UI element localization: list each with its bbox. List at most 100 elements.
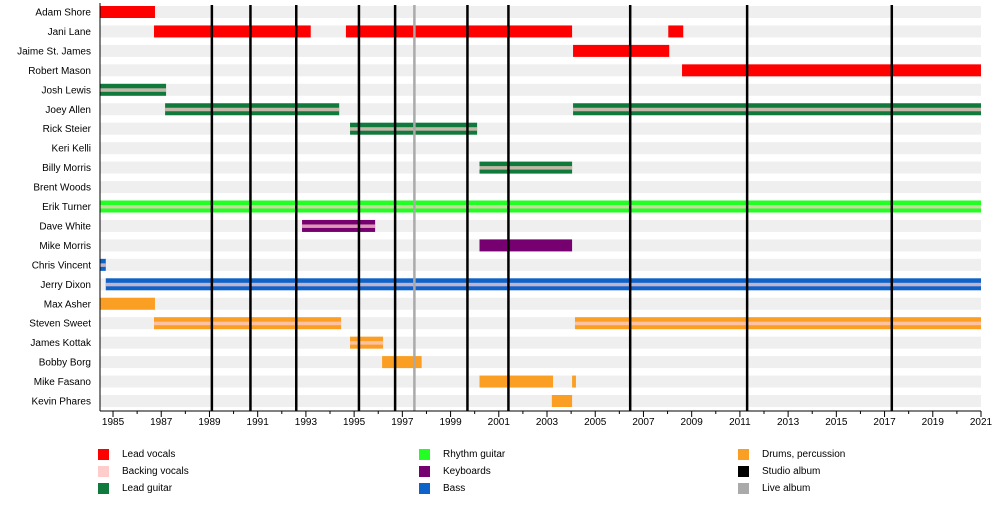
member-name: Steven Sweet xyxy=(29,319,91,330)
row-background xyxy=(100,122,981,135)
bar-drums xyxy=(100,297,155,310)
legend-swatch xyxy=(738,449,749,460)
x-tick-label: 2003 xyxy=(536,417,559,428)
bar-backing-vocals xyxy=(573,107,981,112)
x-tick-label: 1987 xyxy=(150,417,173,428)
legend-item-drums: Drums, percussion xyxy=(738,449,845,460)
bar-backing-vocals xyxy=(100,263,106,267)
member-name: Rick Steier xyxy=(43,124,92,135)
member-name: Billy Morris xyxy=(42,163,91,174)
bar-backing-vocals xyxy=(100,205,981,209)
member-name: Joey Allen xyxy=(45,105,91,116)
x-tick-label: 2001 xyxy=(488,417,511,428)
legend-label: Bass xyxy=(443,483,466,494)
legend-item-studio-album: Studio album xyxy=(738,466,820,477)
x-tick-label: 2019 xyxy=(922,417,945,428)
legend-swatch xyxy=(738,483,749,494)
bar-lead-vocals xyxy=(154,25,311,38)
bar-backing-vocals xyxy=(100,88,167,92)
legend-label: Lead guitar xyxy=(122,483,173,494)
legend-label: Studio album xyxy=(762,466,821,477)
bar-lead-vocals xyxy=(682,64,981,77)
timeline-plot: Adam Shore Jani Lane Jaime St. James Robert… xyxy=(17,3,993,428)
x-tick-label: 1995 xyxy=(343,417,366,428)
row-background xyxy=(100,83,981,96)
bar-backing-vocals xyxy=(154,321,342,326)
row-background xyxy=(100,297,981,310)
member-name: Max Asher xyxy=(44,299,92,310)
x-tick-label: 1999 xyxy=(439,417,462,428)
row-background xyxy=(100,6,981,18)
member-name: Josh Lewis xyxy=(42,85,91,96)
member-name: Kevin Phares xyxy=(32,397,91,408)
legend-swatch xyxy=(738,466,749,477)
x-tick-label: 1985 xyxy=(102,417,125,428)
x-tick-label: 2007 xyxy=(632,417,655,428)
member-name: Mike Fasano xyxy=(34,377,92,388)
bar-backing-vocals xyxy=(574,321,981,326)
x-tick-label: 1993 xyxy=(295,417,318,428)
legend-item-live-album: Live album xyxy=(738,483,810,494)
member-name: Robert Mason xyxy=(28,66,91,77)
member-name: Jerry Dixon xyxy=(40,280,91,291)
member-name: Adam Shore xyxy=(35,8,91,19)
legend-swatch xyxy=(419,466,430,477)
bar-backing-vocals xyxy=(165,107,340,112)
row-background xyxy=(100,219,981,232)
bar-drums xyxy=(479,375,554,388)
legend-swatch xyxy=(98,466,109,477)
bar-backing-vocals xyxy=(302,224,376,228)
x-tick-label: 2013 xyxy=(777,417,800,428)
x-tick-label: 1991 xyxy=(247,417,270,428)
bar-backing-vocals xyxy=(105,282,981,287)
x-tick-label: 2017 xyxy=(873,417,896,428)
bar-backing-vocals xyxy=(350,341,384,345)
legend-item-rhythm-guitar: Rhythm guitar xyxy=(419,449,505,460)
row-background xyxy=(100,356,981,369)
member-name: Mike Morris xyxy=(39,241,91,252)
legend-swatch xyxy=(419,483,430,494)
bar-keyboards xyxy=(479,239,573,252)
legend-label: Keyboards xyxy=(443,466,491,477)
bar-drums xyxy=(572,375,576,388)
row-background xyxy=(100,181,981,194)
member-name: Jani Lane xyxy=(48,27,92,38)
bar-lead-vocals xyxy=(573,44,670,57)
legend-swatch xyxy=(419,449,430,460)
x-tick-label: 2005 xyxy=(584,417,607,428)
legend-swatch xyxy=(98,483,109,494)
row-background xyxy=(100,44,981,57)
legend-item-bass: Bass xyxy=(419,483,465,494)
member-name: Brent Woods xyxy=(33,183,91,194)
member-name: Jaime St. James xyxy=(17,46,91,57)
member-name: Keri Kelli xyxy=(52,144,91,155)
bar-lead-vocals xyxy=(668,25,684,38)
member-name: Erik Turner xyxy=(42,202,92,213)
member-name: Bobby Borg xyxy=(39,358,91,369)
x-tick-label: 2011 xyxy=(729,417,751,428)
legend-label: Drums, percussion xyxy=(762,449,846,460)
x-tick-label: 2015 xyxy=(825,417,848,428)
row-background xyxy=(100,336,981,349)
legend-label: Rhythm guitar xyxy=(443,449,506,460)
x-tick-label: 1997 xyxy=(391,417,414,428)
legend-item-keyboards: Keyboards xyxy=(419,466,491,477)
x-tick-label: 2021 xyxy=(970,417,993,428)
row-background xyxy=(100,258,981,271)
member-name: Dave White xyxy=(39,221,91,232)
legend-item-lead-guitar: Lead guitar xyxy=(98,483,172,494)
legend-item-backing-vocals: Backing vocals xyxy=(98,466,189,477)
bar-lead-vocals xyxy=(345,25,573,38)
legend-item-lead-vocals: Lead vocals xyxy=(98,449,175,460)
bar-drums xyxy=(382,356,422,369)
row-background xyxy=(100,395,981,407)
legend-label: Lead vocals xyxy=(122,449,176,460)
legend-label: Backing vocals xyxy=(122,466,189,477)
legend-label: Live album xyxy=(762,483,811,494)
bar-drums xyxy=(551,395,573,407)
bar-lead-vocals xyxy=(100,6,155,18)
bar-backing-vocals xyxy=(479,166,573,170)
member-name: James Kottak xyxy=(30,338,92,349)
x-tick-label: 1989 xyxy=(198,417,221,428)
